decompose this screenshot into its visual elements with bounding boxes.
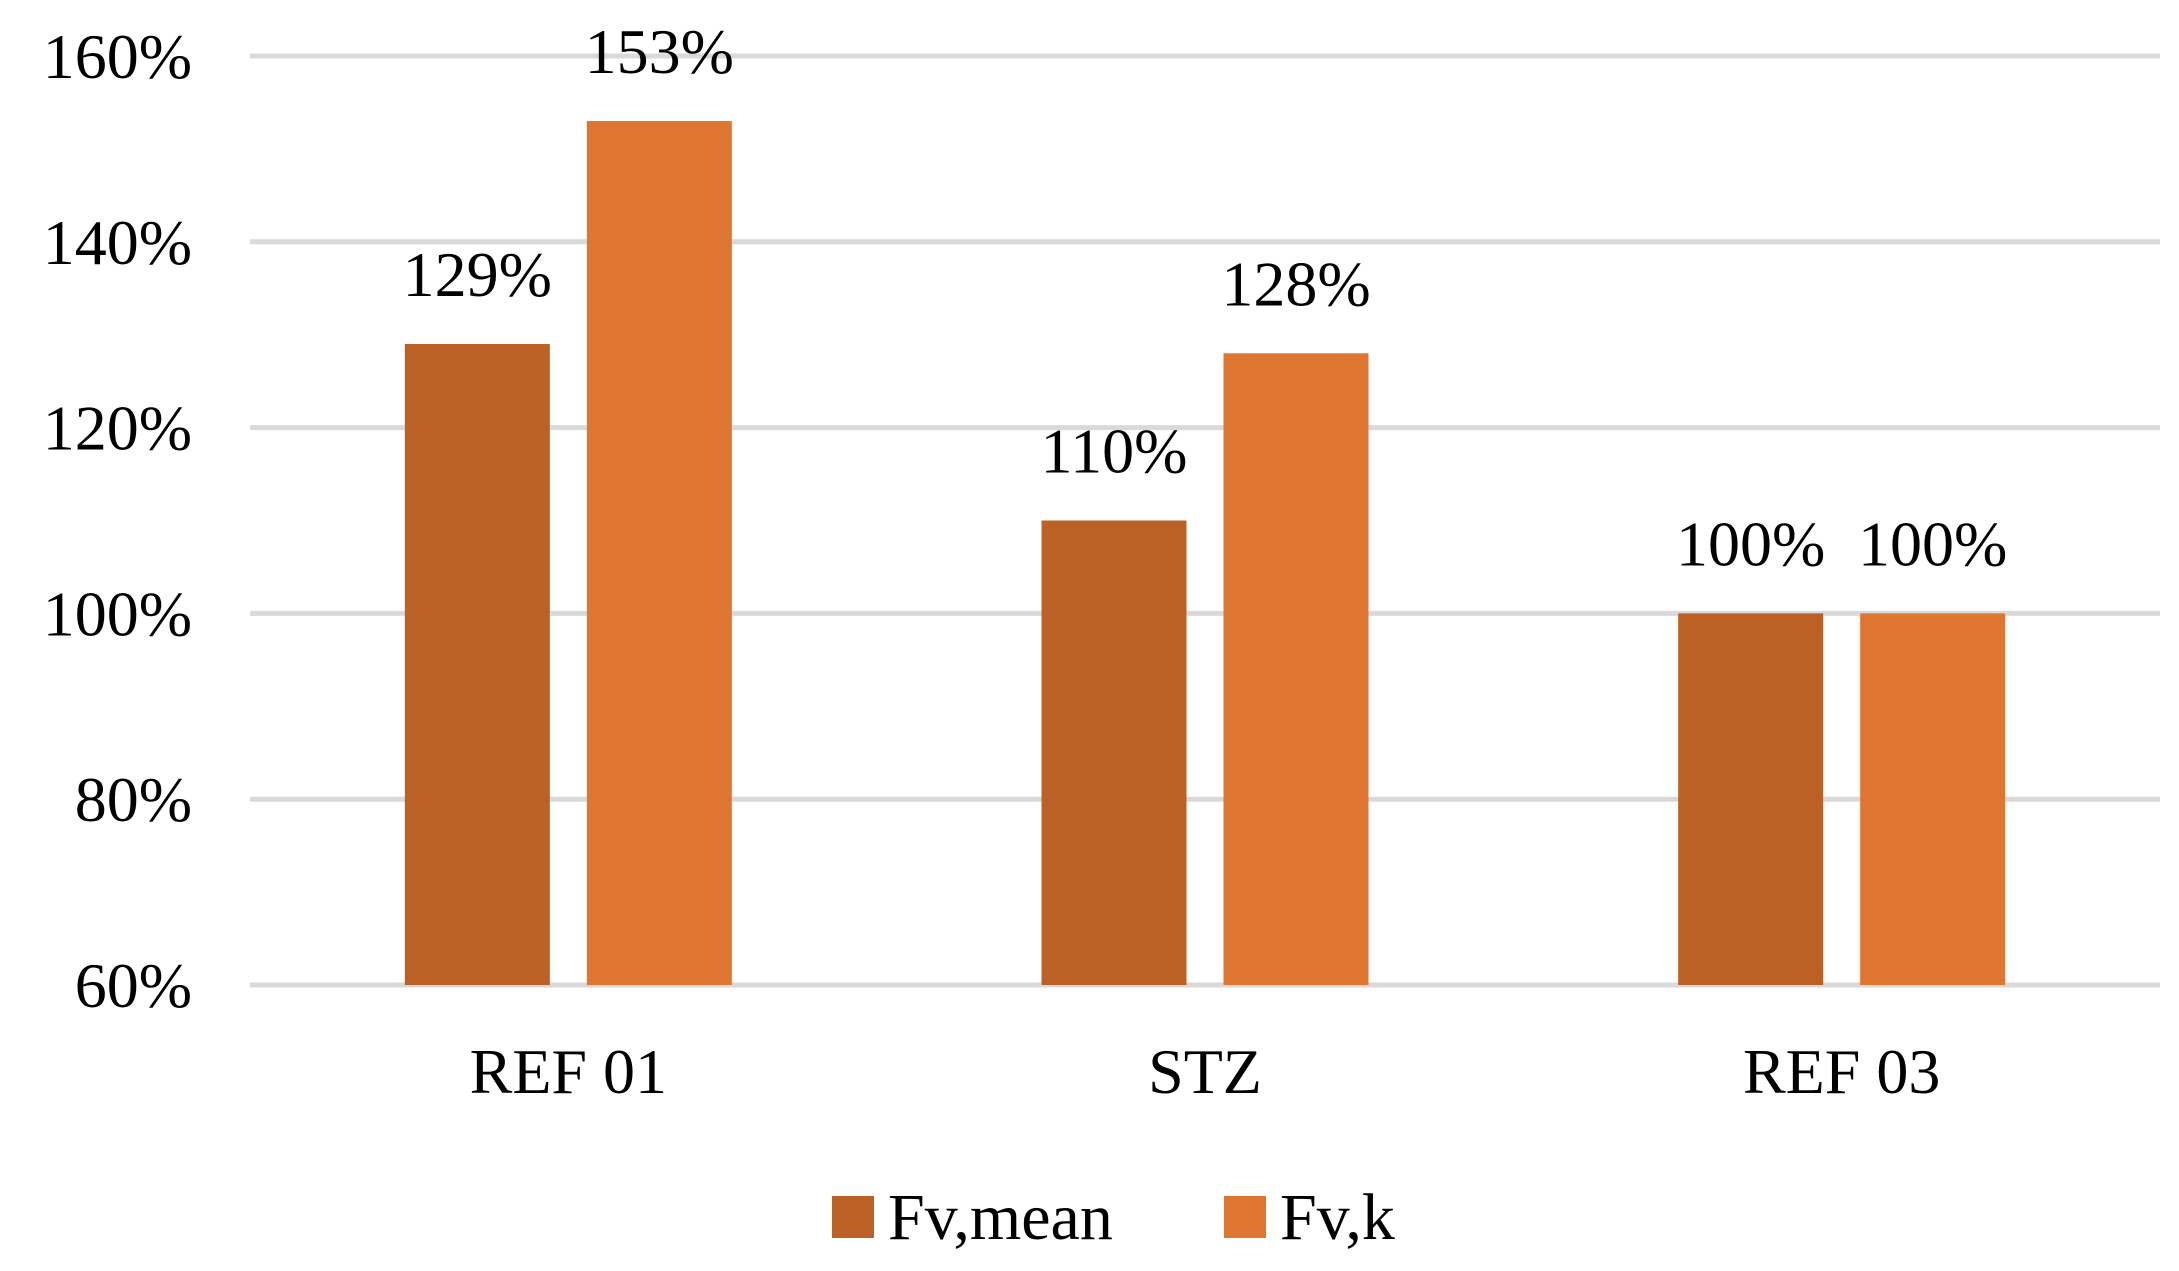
data-label: 128%	[1221, 248, 1370, 319]
bar-fv-k-ref-03	[1860, 613, 2006, 985]
y-tick-label: 60%	[75, 950, 192, 1021]
bar-fv-k-ref-01	[586, 121, 732, 985]
bar-fv-mean-ref-01	[404, 343, 550, 985]
x-category-label: REF 01	[470, 1036, 667, 1107]
data-labels: 129% 153% 110% 128% 100% 100%	[403, 16, 2008, 579]
y-tick-label: 120%	[43, 393, 192, 464]
legend-label-fv-mean: Fv,mean	[888, 1181, 1113, 1254]
bar-fv-mean-stz	[1041, 520, 1187, 985]
bar-fv-k-stz	[1223, 353, 1369, 985]
y-axis-ticks: 60% 80% 100% 120% 140% 160%	[43, 21, 192, 1021]
data-label: 100%	[1858, 508, 2007, 579]
y-tick-label: 160%	[43, 21, 192, 92]
data-label: 110%	[1041, 416, 1188, 487]
bars	[404, 121, 2006, 985]
y-tick-label: 140%	[43, 207, 192, 278]
gridlines	[250, 53, 2160, 988]
data-label: 153%	[585, 16, 734, 87]
legend: Fv,mean Fv,k	[832, 1181, 1395, 1254]
data-label: 129%	[403, 239, 552, 310]
legend-label-fv-k: Fv,k	[1280, 1181, 1395, 1254]
bar-fv-mean-ref-03	[1678, 613, 1824, 985]
x-category-label: STZ	[1148, 1036, 1262, 1107]
x-axis-categories: REF 01 STZ REF 03	[470, 1036, 1941, 1107]
legend-swatch-fv-mean	[832, 1196, 874, 1238]
y-tick-label: 100%	[43, 578, 192, 649]
legend-swatch-fv-k	[1224, 1196, 1266, 1238]
data-label: 100%	[1676, 508, 1825, 579]
y-tick-label: 80%	[75, 764, 192, 835]
x-category-label: REF 03	[1743, 1036, 1940, 1107]
